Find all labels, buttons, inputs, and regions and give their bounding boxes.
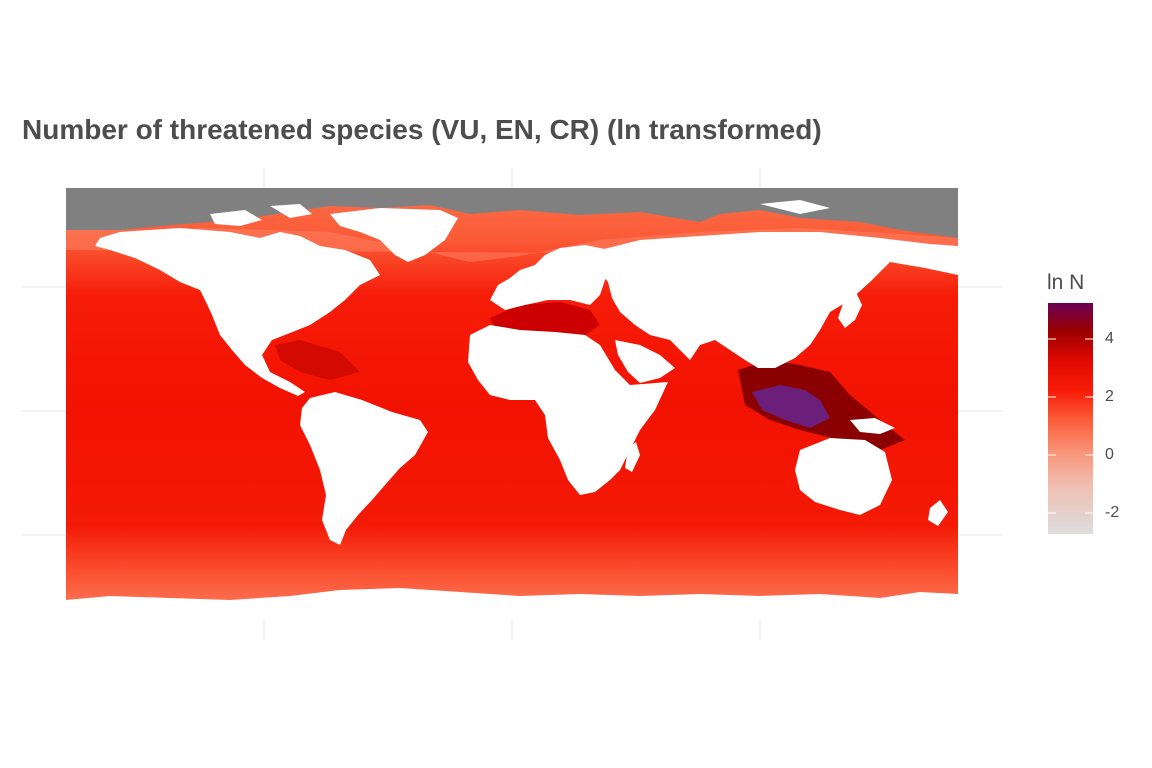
legend-tick-label: 2	[1105, 388, 1114, 405]
land-australia	[795, 438, 892, 515]
land-europe	[490, 245, 620, 310]
land-arabia	[615, 340, 675, 383]
legend-tick-label: 4	[1105, 330, 1114, 347]
land-madagascar	[625, 442, 640, 472]
arctic-islands	[210, 200, 830, 226]
legend-colorbar	[1048, 303, 1093, 534]
land-new-zealand	[928, 500, 948, 526]
legend-title: ln N	[1047, 271, 1085, 294]
legend-tick-label: 0	[1105, 446, 1114, 463]
page-title: Number of threatened species (VU, EN, CR…	[22, 114, 822, 145]
land-south-america	[300, 392, 428, 545]
land-antarctica	[66, 588, 958, 620]
legend-tick-label: -2	[1105, 504, 1120, 521]
land-asia	[598, 232, 958, 368]
land-north-america	[95, 228, 380, 396]
hotspot-core	[752, 385, 830, 428]
hotspot-caribbean	[275, 340, 360, 380]
land-masses	[66, 208, 958, 620]
land-africa	[468, 325, 668, 495]
land-japan	[838, 290, 862, 328]
hotspot-mediterranean	[490, 302, 600, 335]
land-new-guinea	[850, 418, 895, 434]
arctic-no-data	[66, 188, 958, 238]
land-greenland	[330, 208, 458, 262]
